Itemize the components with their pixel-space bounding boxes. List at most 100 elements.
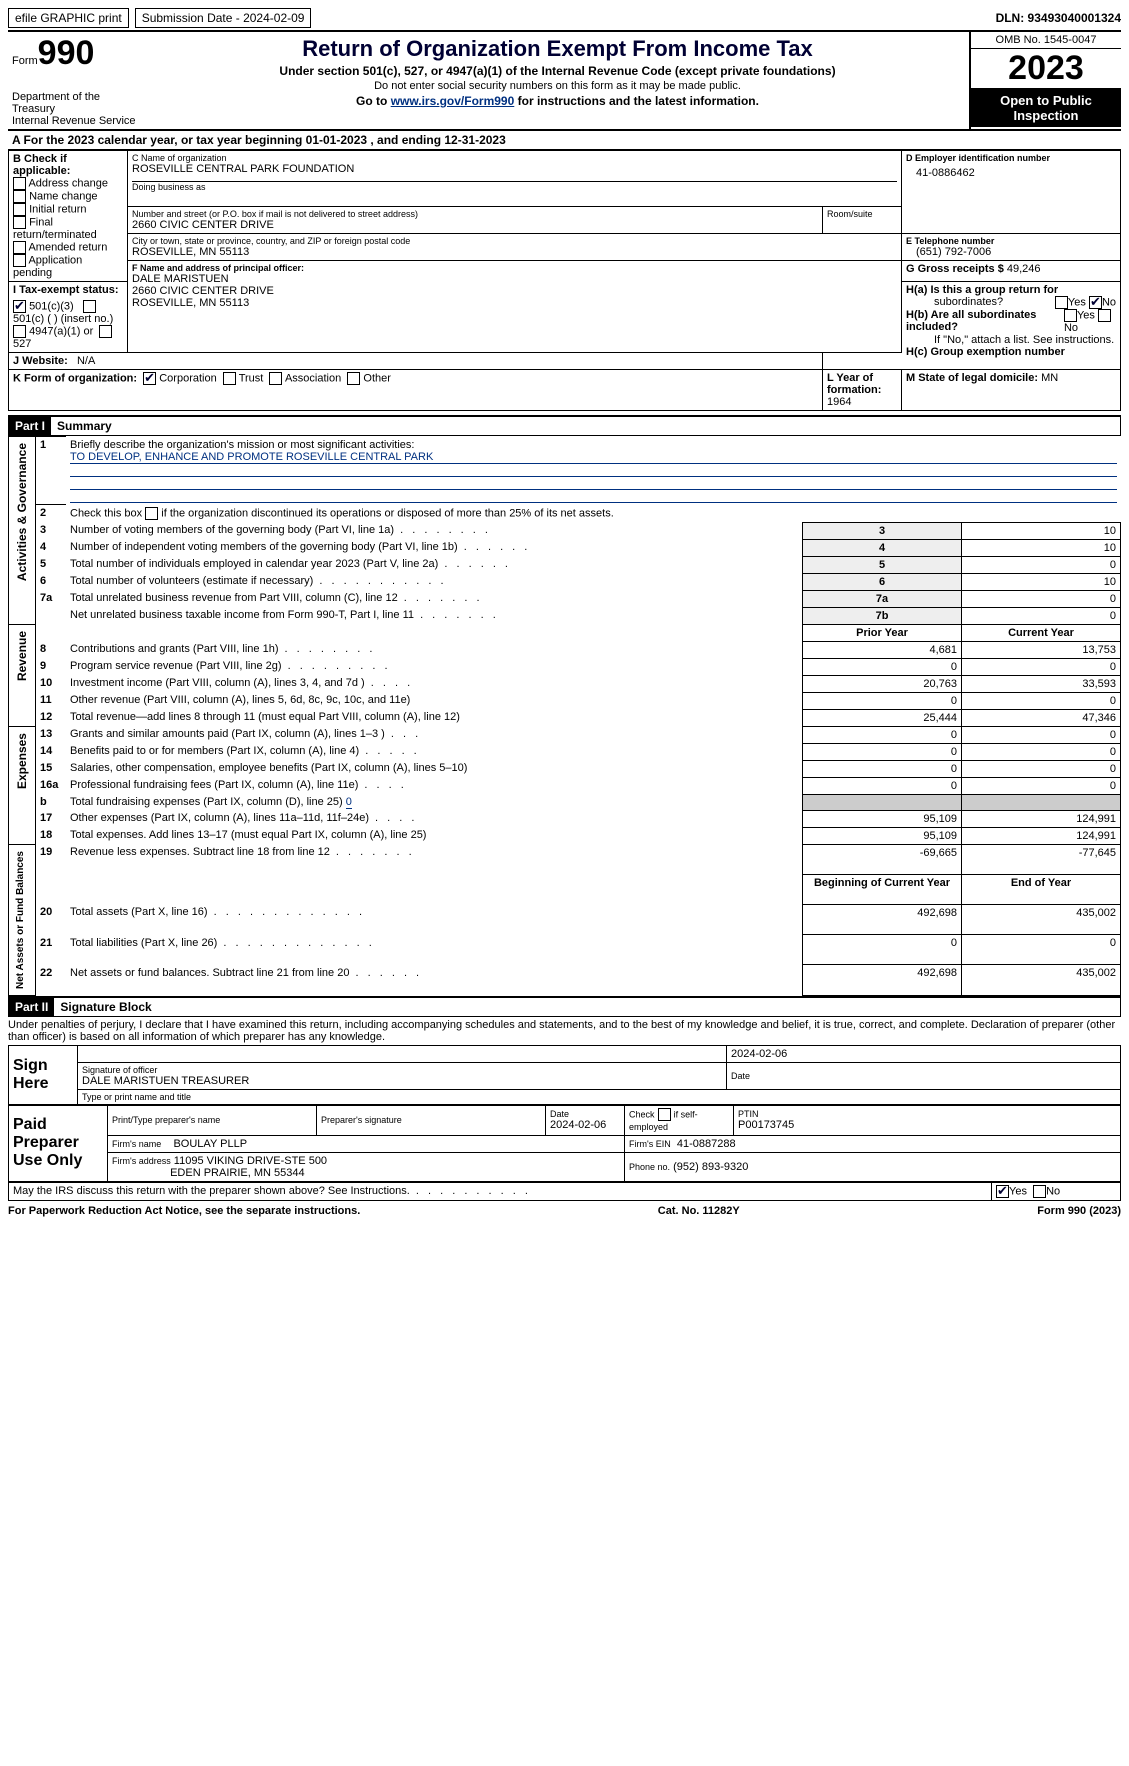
- box-c-name-lbl: C Name of organization: [132, 153, 897, 163]
- l21-no: 21: [36, 935, 67, 965]
- lbl-ha-no: No: [1102, 296, 1116, 308]
- chk-initial-return[interactable]: [13, 203, 26, 216]
- lbl-other: Other: [363, 372, 391, 384]
- lbl-hb-yes: Yes: [1077, 309, 1095, 321]
- chk-amended[interactable]: [13, 241, 26, 254]
- chk-hb-no[interactable]: [1098, 309, 1111, 322]
- l14-p: 0: [803, 743, 962, 760]
- l13-c: 0: [962, 726, 1121, 743]
- l18-no: 18: [36, 827, 67, 844]
- lbl-501c: 501(c) ( ) (insert no.): [13, 313, 113, 325]
- discuss-no: No: [1046, 1185, 1060, 1197]
- chk-527[interactable]: [99, 325, 112, 338]
- part2-header: Part IISignature Block: [8, 996, 1121, 1017]
- declaration: Under penalties of perjury, I declare th…: [8, 1017, 1121, 1045]
- l17-no: 17: [36, 810, 67, 827]
- l18-p: 95,109: [803, 827, 962, 844]
- box-hb-lbl: H(b) Are all subordinates included?: [906, 309, 1064, 334]
- chk-self-employed[interactable]: [658, 1108, 671, 1121]
- goto-tail: for instructions and the latest informat…: [514, 94, 759, 108]
- lbl-amended: Amended return: [28, 241, 107, 253]
- form-label: Form: [12, 55, 38, 67]
- section-na: Net Assets or Fund Balances: [13, 847, 28, 993]
- submission-date-button[interactable]: Submission Date - 2024-02-09: [135, 8, 312, 28]
- box-k-lbl: K Form of organization:: [13, 372, 137, 384]
- l9-p: 0: [803, 658, 962, 675]
- l5-txt: Total number of individuals employed in …: [70, 558, 438, 570]
- sign-date: 2024-02-06: [727, 1045, 1121, 1062]
- l12-p: 25,444: [803, 709, 962, 726]
- l21-p: 0: [803, 935, 962, 965]
- l17-p: 95,109: [803, 810, 962, 827]
- cat-no: Cat. No. 11282Y: [658, 1205, 740, 1217]
- l5-v: 0: [962, 556, 1121, 573]
- hdr-prior: Prior Year: [803, 624, 962, 641]
- sig-officer-lbl: Signature of officer: [82, 1065, 722, 1075]
- l22-c: 435,002: [962, 965, 1121, 995]
- phone: (651) 792-7006: [906, 246, 1116, 258]
- chk-assoc[interactable]: [269, 372, 282, 385]
- year-formation: 1964: [827, 396, 851, 408]
- chk-501c3[interactable]: [13, 300, 26, 313]
- l3-no: 3: [36, 522, 67, 539]
- l10-txt: Investment income (Part VIII, column (A)…: [70, 677, 365, 689]
- l19-txt: Revenue less expenses. Subtract line 18 …: [70, 846, 330, 858]
- box-e-lbl: E Telephone number: [906, 236, 1116, 246]
- chk-501c[interactable]: [83, 300, 96, 313]
- chk-discuss-no[interactable]: [1033, 1185, 1046, 1198]
- firm-ein: 41-0887288: [677, 1138, 736, 1150]
- chk-corp[interactable]: [143, 372, 156, 385]
- chk-4947[interactable]: [13, 325, 26, 338]
- part1-hdr: Part I: [9, 417, 51, 435]
- lbl-501c3: 501(c)(3): [29, 300, 74, 312]
- chk-name-change[interactable]: [13, 190, 26, 203]
- paid-preparer-title: Paid Preparer Use Only: [9, 1105, 108, 1181]
- l20-txt: Total assets (Part X, line 16): [70, 906, 208, 918]
- l20-no: 20: [36, 904, 67, 934]
- chk-discuss-yes[interactable]: [996, 1185, 1009, 1198]
- org-name: ROSEVILLE CENTRAL PARK FOUNDATION: [132, 163, 897, 175]
- l7a-no: 7a: [36, 590, 67, 607]
- lbl-corp: Corporation: [159, 372, 216, 384]
- chk-final-return[interactable]: [13, 216, 26, 229]
- row-a-tax-year: A For the 2023 calendar year, or tax yea…: [8, 131, 1121, 150]
- l8-c: 13,753: [962, 641, 1121, 658]
- l21-txt: Total liabilities (Part X, line 26): [70, 937, 217, 949]
- gross-receipts: 49,246: [1007, 263, 1041, 275]
- chk-app-pending[interactable]: [13, 254, 26, 267]
- l7a-c: 7a: [803, 590, 962, 607]
- irs-link[interactable]: www.irs.gov/Form990: [391, 94, 515, 108]
- chk-hb-yes[interactable]: [1064, 309, 1077, 322]
- officer-addr1: 2660 CIVIC CENTER DRIVE: [132, 285, 897, 297]
- efile-print-button[interactable]: efile GRAPHIC print: [8, 8, 129, 28]
- firm-addr1: 11095 VIKING DRIVE-STE 500: [174, 1155, 327, 1167]
- ptin: P00173745: [738, 1119, 1116, 1131]
- firm-phone: (952) 893-9320: [673, 1161, 748, 1173]
- l15-no: 15: [36, 760, 67, 777]
- l6-v: 10: [962, 573, 1121, 590]
- l15-c: 0: [962, 760, 1121, 777]
- chk-address-change[interactable]: [13, 177, 26, 190]
- chk-ha-no[interactable]: [1089, 296, 1102, 309]
- l11-no: 11: [36, 692, 67, 709]
- entity-table: B Check if applicable: Address change Na…: [8, 150, 1121, 411]
- box-f-lbl: F Name and address of principal officer:: [132, 263, 897, 273]
- ein: 41-0886462: [906, 163, 1116, 179]
- addr-lbl: Number and street (or P.O. box if mail i…: [132, 209, 818, 219]
- l11-txt: Other revenue (Part VIII, column (A), li…: [66, 692, 803, 709]
- chk-other[interactable]: [347, 372, 360, 385]
- firm-name: BOULAY PLLP: [173, 1138, 247, 1150]
- officer-addr2: ROSEVILLE, MN 55113: [132, 297, 897, 309]
- l2-tail: if the organization discontinued its ope…: [158, 507, 614, 519]
- chk-ha-yes[interactable]: [1055, 296, 1068, 309]
- l14-txt: Benefits paid to or for members (Part IX…: [70, 745, 359, 757]
- street-address: 2660 CIVIC CENTER DRIVE: [132, 219, 818, 231]
- chk-l2[interactable]: [145, 507, 158, 520]
- l9-no: 9: [36, 658, 67, 675]
- chk-trust[interactable]: [223, 372, 236, 385]
- l16a-c: 0: [962, 777, 1121, 794]
- l19-no: 19: [36, 844, 67, 874]
- l13-no: 13: [36, 726, 67, 743]
- box-hc-lbl: H(c) Group exemption number: [906, 346, 1065, 358]
- footer: For Paperwork Reduction Act Notice, see …: [8, 1205, 1121, 1217]
